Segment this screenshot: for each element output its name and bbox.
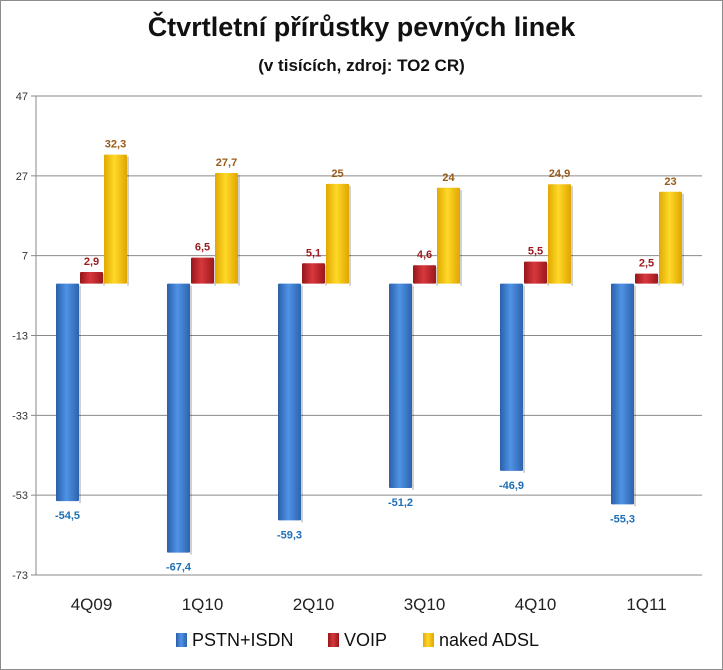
data-label-voip-1q10: 6,5 [195,242,210,254]
data-label-naked-adsl-1q11: 23 [664,176,676,188]
bar-shadow [349,185,351,286]
bar-shadow [460,189,462,286]
bar-naked-adsl-2q10 [326,183,349,284]
y-tick-label: -33 [12,410,28,422]
x-tick-label-4q10: 4Q10 [515,595,557,614]
bar-shadow [238,175,240,286]
data-label-pstn-isdn-2q10: -59,3 [277,529,302,541]
data-label-voip-2q10: 5,1 [306,247,321,259]
bar-pstn-isdn-2q10 [278,283,301,521]
bar-pstn-isdn-3q10 [389,283,412,488]
data-label-pstn-isdn-4q10: -46,9 [499,480,524,492]
bar-naked-adsl-3q10 [437,187,460,284]
legend-swatch-voip [328,633,339,647]
data-label-pstn-isdn-4q09: -54,5 [55,510,80,522]
data-label-naked-adsl-4q09: 32,3 [105,139,126,151]
bar-voip-1q10 [191,257,214,284]
legend-label-naked-adsl: naked ADSL [439,630,539,650]
bar-shadow [412,285,414,490]
x-tick-label-1q11: 1Q11 [626,595,666,614]
bar-voip-3q10 [413,265,436,284]
x-tick-label-1q10: 1Q10 [182,595,224,614]
bar-voip-4q09 [80,272,103,284]
y-tick-label: 7 [22,251,28,263]
data-label-naked-adsl-2q10: 25 [331,168,343,180]
bar-pstn-isdn-1q11 [611,283,634,505]
x-tick-label-2q10: 2Q10 [293,595,335,614]
bar-voip-4q10 [524,261,547,284]
bar-shadow [301,285,303,523]
bar-naked-adsl-1q10 [215,173,238,284]
data-label-pstn-isdn-1q10: -67,4 [166,562,192,574]
data-label-voip-4q10: 5,5 [528,246,543,258]
chart-subtitle: (v tisících, zdroj: TO2 CR) [258,56,465,75]
bar-shadow [79,285,81,504]
data-label-naked-adsl-3q10: 24 [442,172,455,184]
legend-swatch-pstn-isdn [176,633,187,647]
y-tick-label: -73 [12,570,28,582]
y-tick-label: -13 [12,331,28,343]
bar-pstn-isdn-4q10 [500,283,523,471]
bar-voip-2q10 [302,263,325,284]
bar-shadow [571,186,573,286]
y-tick-label: 27 [16,171,28,183]
legend-swatch-naked-adsl [423,633,434,647]
bar-shadow [523,285,525,473]
x-tick-label-3q10: 3Q10 [404,595,446,614]
bar-shadow [634,285,636,507]
data-label-naked-adsl-1q10: 27,7 [216,157,237,169]
bar-naked-adsl-4q09 [104,154,127,284]
data-label-naked-adsl-4q10: 24,9 [549,168,570,180]
x-tick-label-4q09: 4Q09 [71,595,113,614]
bar-pstn-isdn-4q09 [56,283,79,502]
data-label-voip-3q10: 4,6 [417,249,432,261]
bar-shadow [127,156,129,286]
legend-label-voip: VOIP [344,630,387,650]
legend: PSTN+ISDN VOIP naked ADSL [176,630,539,650]
data-label-voip-1q11: 2,5 [639,258,654,270]
bar-shadow [190,285,192,555]
data-label-pstn-isdn-3q10: -51,2 [388,497,413,509]
bar-naked-adsl-1q11 [659,191,682,284]
y-tick-label: 47 [16,91,28,103]
bar-voip-1q11 [635,273,658,284]
data-label-voip-4q09: 2,9 [84,256,99,268]
chart-title: Čtvrtletní přírůstky pevných linek [147,12,576,42]
bar-pstn-isdn-1q10 [167,283,190,553]
data-label-pstn-isdn-1q11: -55,3 [610,513,635,525]
y-tick-label: -53 [12,490,28,502]
bar-shadow [682,193,684,286]
legend-label-pstn-isdn: PSTN+ISDN [192,630,294,650]
bar-naked-adsl-4q10 [548,184,571,284]
